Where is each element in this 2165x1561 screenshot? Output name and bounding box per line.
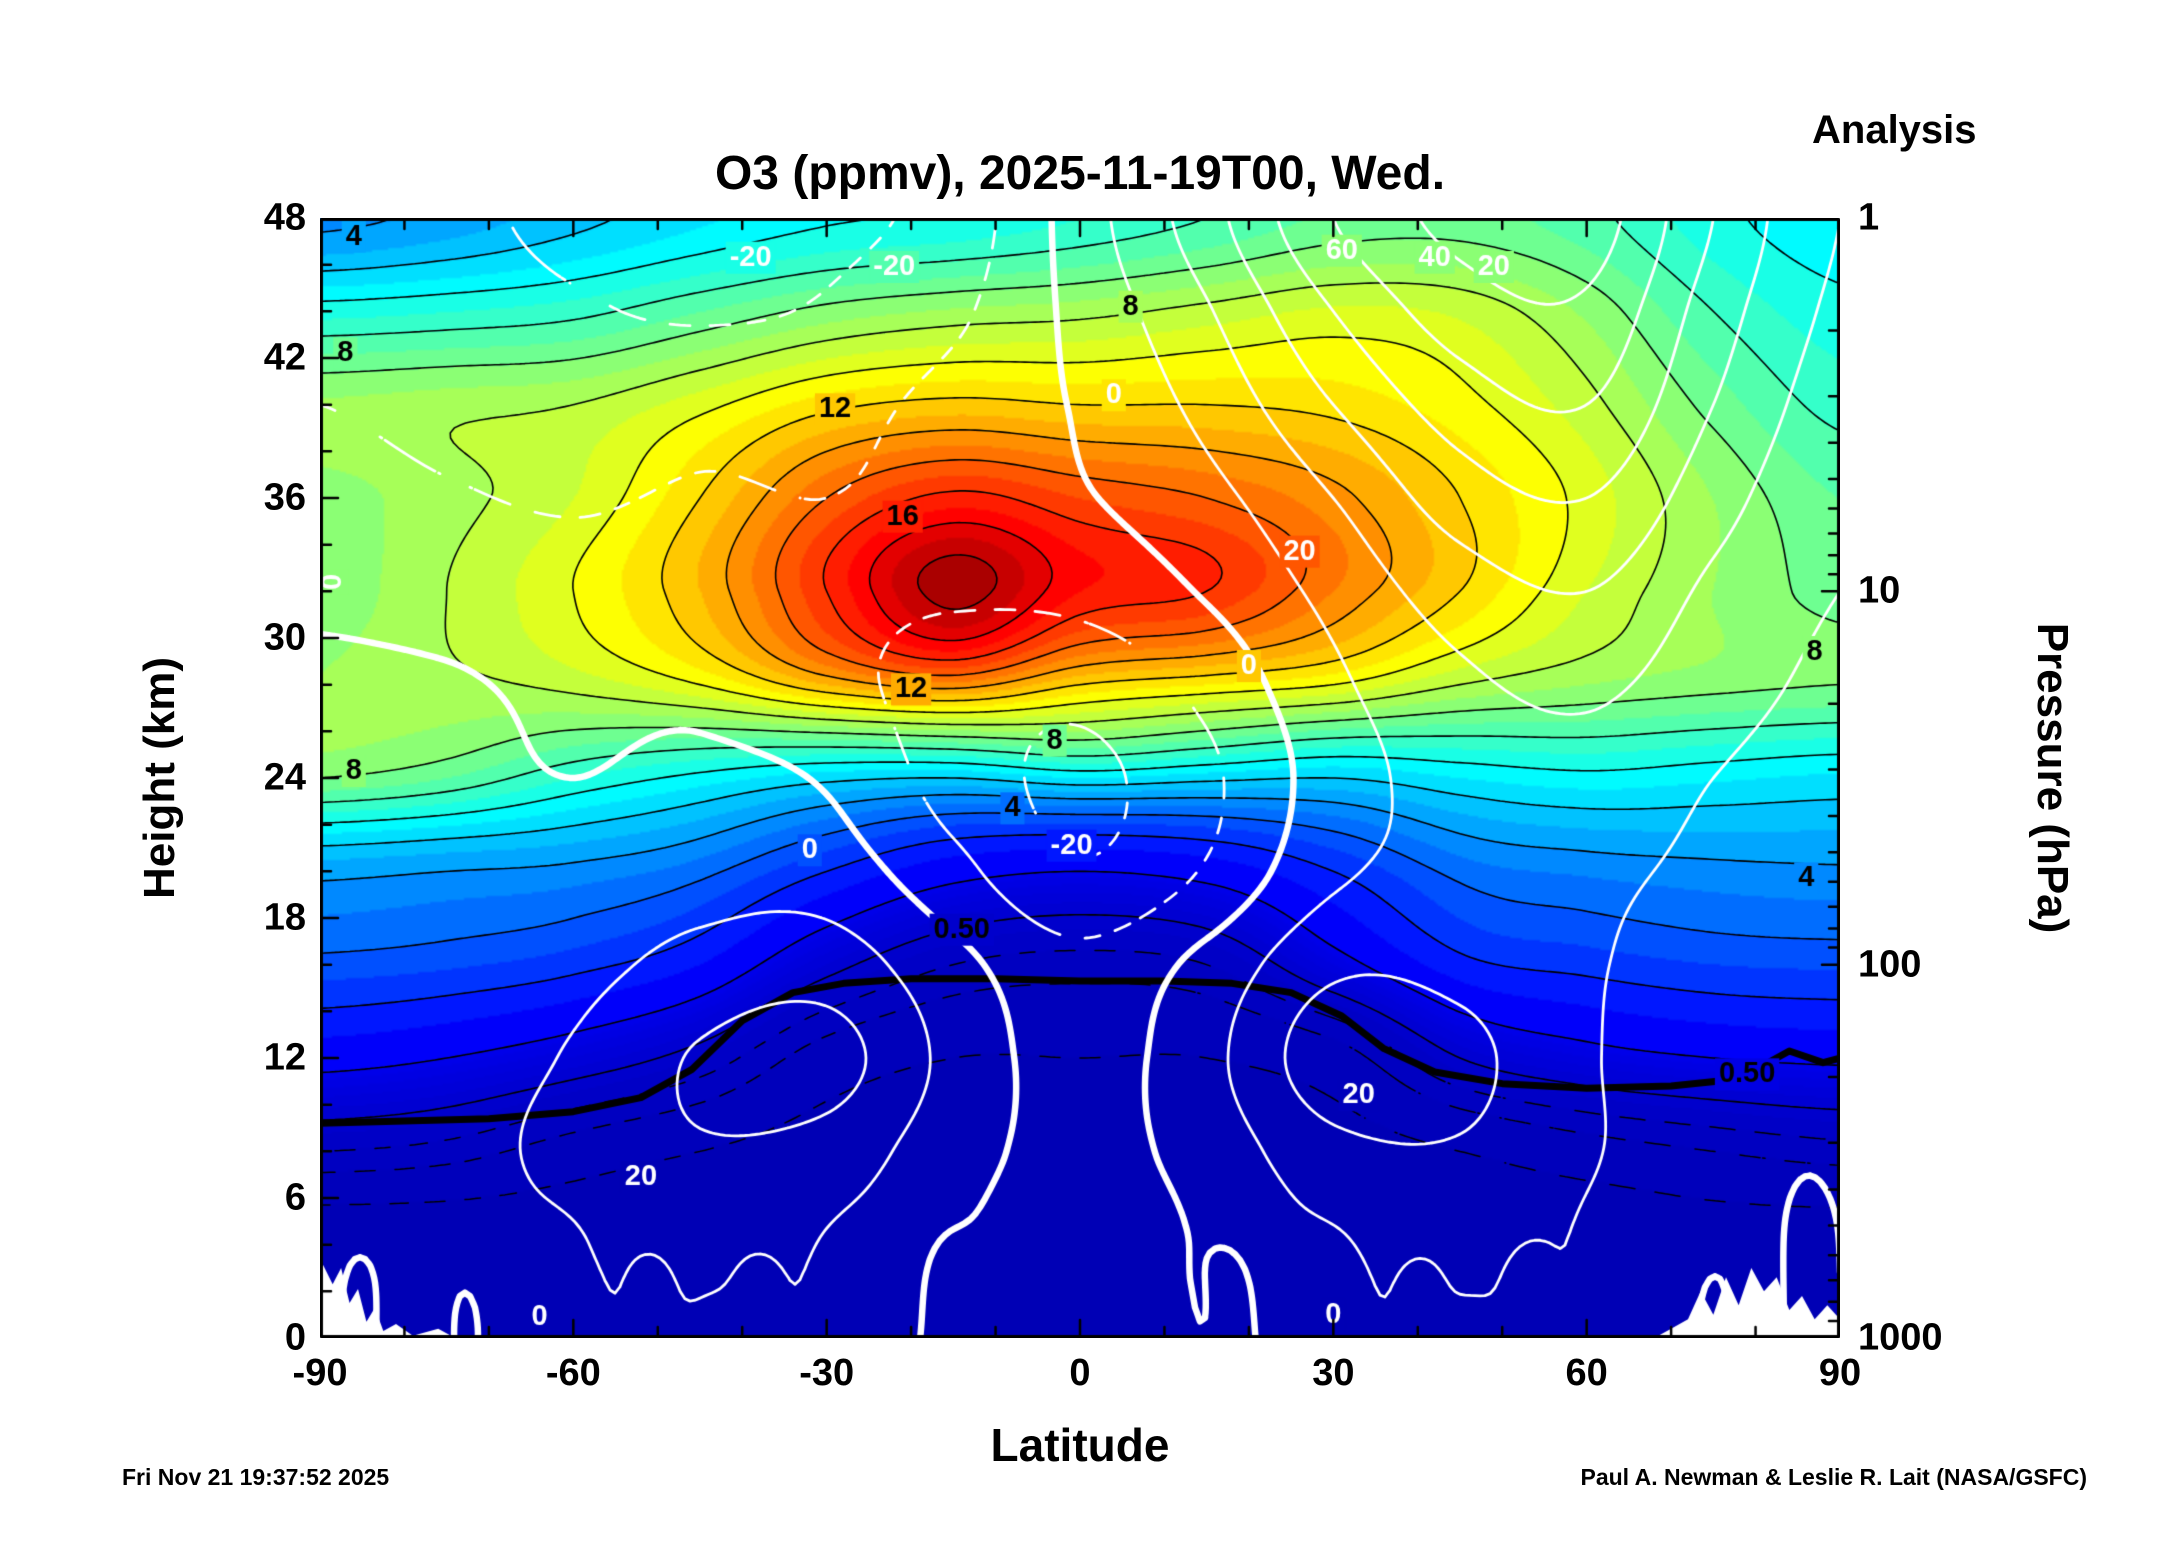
contour-plot-canvas [320,218,1840,1338]
y-left-axis-title: Height (km) [135,657,184,899]
y-right-tick-label: 100 [1858,943,1922,986]
y-left-tick-label: 24 [263,756,306,799]
y-right-tick-label: 10 [1858,569,1901,612]
x-tick-label: 0 [1069,1352,1091,1394]
analysis-label: Analysis [1812,108,1977,152]
y-left-tick-label: 48 [263,196,306,239]
y-right-axis-title: Pressure (hPa) [2028,622,2077,934]
y-left-tick-label: 42 [263,336,306,379]
y-left-tick-label: 0 [284,1316,306,1359]
y-left-tick-label: 18 [263,896,306,939]
y-left-tick-label: 12 [263,1036,306,1079]
y-left-tick-label: 30 [263,616,306,659]
x-tick-label: 60 [1565,1352,1608,1394]
page-title: O3 (ppmv), 2025-11-19T00, Wed. [714,147,1446,200]
y-left-tick-label: 6 [284,1176,306,1219]
x-tick-label: -90 [292,1352,348,1394]
y-left-tick-label: 36 [263,476,306,519]
y-right-tick-label: 1 [1858,196,1880,239]
footer-credit: Paul A. Newman & Leslie R. Lait (NASA/GS… [1580,1464,2087,1490]
x-tick-label: -60 [545,1352,601,1394]
y-right-tick-label: 1000 [1858,1316,1943,1359]
footer-timestamp: Fri Nov 21 19:37:52 2025 [122,1464,390,1490]
x-tick-label: 30 [1312,1352,1355,1394]
x-tick-label: 90 [1818,1352,1862,1394]
x-tick-label: -30 [799,1352,855,1394]
x-axis-title: Latitude [990,1419,1170,1471]
